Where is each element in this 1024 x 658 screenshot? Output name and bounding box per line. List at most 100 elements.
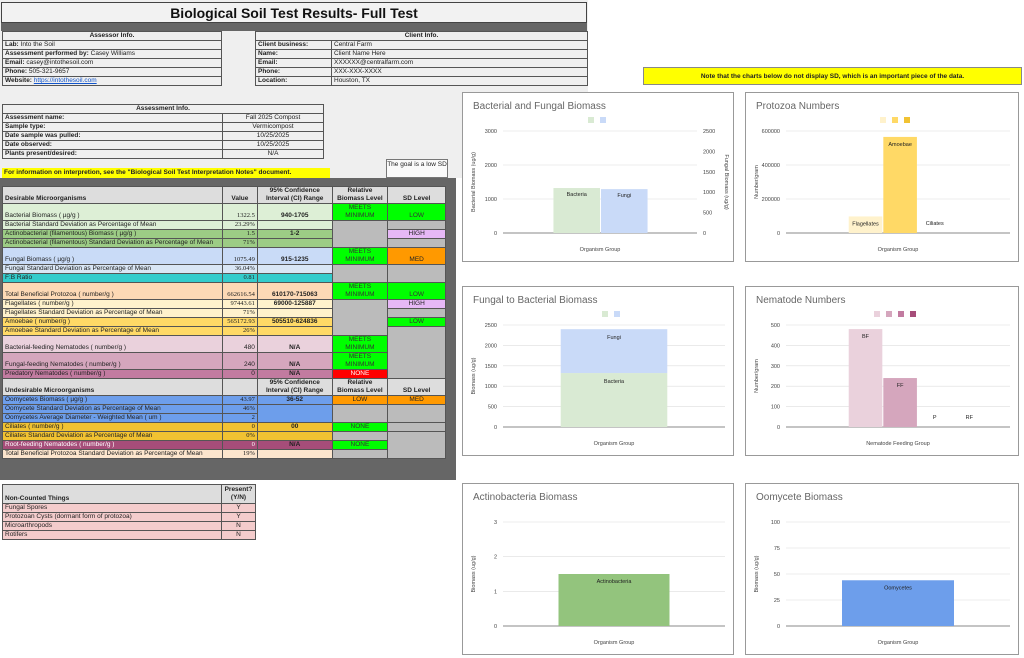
svg-text:Organism Group: Organism Group	[580, 247, 621, 253]
row-value: Y	[221, 512, 256, 522]
svg-text:25: 25	[774, 598, 780, 604]
svg-text:Bacteria: Bacteria	[604, 379, 625, 385]
row-label: F:B Ratio	[2, 273, 223, 283]
row-ci: 69000-125887	[256, 299, 333, 309]
row-value: 23.29%	[221, 220, 258, 230]
table-row: Fungal Spores Y	[2, 503, 256, 513]
assessment-label: Date sample was pulled:	[2, 131, 223, 141]
svg-text:500: 500	[488, 405, 497, 411]
level-badge: MEETS MINIMUM	[331, 282, 389, 300]
divider-bar	[1, 23, 587, 31]
client-phone: XXX-XXX-XXXX	[331, 67, 588, 77]
svg-text:100: 100	[771, 520, 780, 526]
row-value: 0.81	[221, 273, 258, 283]
assessment-name: Fall 2025 Compost	[222, 113, 324, 123]
table-row: Bacterial Standard Deviation as Percenta…	[2, 220, 446, 248]
svg-text:Number/gram: Number/gram	[754, 165, 760, 199]
row-value: 71%	[221, 238, 258, 248]
plants-present: N/A	[222, 149, 324, 159]
sd-badge: MED	[387, 395, 446, 405]
chart-title: Fungal to Bacterial Biomass	[473, 295, 598, 306]
chart-protozoa-numbers: Protozoa Numbers 0 200000 400000 600000 Numbe…	[745, 92, 1019, 262]
table-row: Bacterial Biomass ( µg/g ) 1322.5 940-1705…	[2, 203, 446, 221]
row-label: Oomycetes Biomass ( µg/g )	[2, 395, 223, 405]
assessor-label: Phone:	[5, 68, 28, 76]
page-title: Biological Soil Test Results- Full Test	[1, 2, 587, 23]
svg-text:2000: 2000	[485, 163, 497, 169]
assessment-label: Sample type:	[2, 122, 223, 132]
table-row: Oomycetes Biomass ( µg/g ) 43.97 36-52 LOW M…	[2, 395, 446, 405]
client-location: Houston, TX	[331, 76, 588, 86]
svg-text:Organism Group: Organism Group	[878, 640, 919, 646]
row-ci: N/A	[256, 369, 333, 379]
svg-text:Biomass (ug/g): Biomass (ug/g)	[754, 555, 760, 592]
chart-title: Actinobacteria Biomass	[473, 492, 578, 503]
row-value: 480	[221, 335, 258, 353]
svg-text:0: 0	[703, 231, 706, 237]
svg-text:Bacteria: Bacteria	[567, 192, 588, 198]
row-value: 1322.5	[221, 203, 258, 221]
date-pulled: 10/25/2025	[222, 131, 324, 141]
client-label: Name:	[255, 49, 332, 59]
assessment-header: Assessment Info.	[2, 104, 324, 114]
goal-note: The goal is a low SD	[386, 159, 448, 178]
row-ci: 1-2	[256, 229, 333, 239]
row-label: Predatory Nematodes ( number/g )	[2, 369, 223, 379]
level-badge: MEETS MINIMUM	[331, 352, 389, 370]
interpretation-note: For information on interpretion, see the…	[2, 168, 330, 178]
svg-text:1000: 1000	[703, 190, 715, 196]
assessor-label: Lab:	[5, 41, 19, 49]
svg-text:500: 500	[771, 323, 780, 329]
row-value: N	[221, 530, 256, 540]
svg-text:1: 1	[494, 589, 497, 595]
assessor-info-table: Assessor Info. Lab: Into the Soil Assess…	[2, 31, 222, 86]
row-label: Bacterial Biomass ( µg/g )	[2, 203, 223, 221]
svg-text:0: 0	[494, 624, 497, 630]
assessment-label: Plants present/desired:	[2, 149, 223, 159]
assessor-label: Email:	[5, 59, 25, 67]
svg-text:Organism Group: Organism Group	[594, 640, 635, 646]
level-badge: NONE	[331, 440, 389, 450]
svg-text:RF: RF	[966, 415, 974, 421]
chart-title: Bacterial and Fungal Biomass	[473, 101, 606, 112]
row-value: Y	[221, 503, 256, 513]
row-label: Oomycete Standard Deviation as Percentag…	[2, 404, 223, 414]
svg-text:0: 0	[777, 624, 780, 630]
row-value: 26%	[221, 326, 258, 336]
row-value: N	[221, 521, 256, 531]
client-label: Client business:	[255, 40, 332, 50]
assessor-header: Assessor Info.	[2, 31, 222, 41]
col-header: Relative Biomass Level	[331, 378, 389, 396]
website-link[interactable]: https://intothesoil.com	[33, 77, 97, 85]
row-label: Bacterial Standard Deviation as Percenta…	[2, 220, 223, 230]
client-header: Client Info.	[255, 31, 588, 41]
table-row: Fungal-feeding Nematodes ( number/g ) 240…	[2, 352, 446, 370]
table-row: Predatory Nematodes ( number/g ) 0 N/A NONE	[2, 369, 446, 379]
table-row: Fungal Standard Deviation as Percentage …	[2, 264, 446, 283]
col-header: 95% Confidence Interval (CI) Range	[256, 378, 333, 396]
svg-text:P: P	[933, 415, 937, 421]
svg-text:0: 0	[494, 425, 497, 431]
svg-text:Organism Group: Organism Group	[878, 247, 919, 253]
row-label: Actinobacterial (filamentous) Biomass ( …	[2, 229, 223, 239]
sd-badge: HIGH	[387, 299, 446, 309]
client-name: Client Name Here	[331, 49, 588, 59]
svg-text:200000: 200000	[762, 197, 780, 203]
svg-text:Nematode Feeding Group: Nematode Feeding Group	[866, 441, 930, 447]
assessment-label: Date observed:	[2, 140, 223, 150]
table-row: Root-feeding Nematodes ( number/g ) 0 N/A N…	[2, 440, 446, 450]
row-label: Bacterial-feeding Nematodes ( number/g )	[2, 335, 223, 353]
sd-badge: LOW	[387, 282, 446, 300]
row-label: Fungal Standard Deviation as Percentage …	[2, 264, 223, 274]
svg-text:50: 50	[774, 572, 780, 578]
svg-text:Oomycetes: Oomycetes	[884, 585, 912, 591]
row-label: Actinobacterial (filamentous) Standard D…	[2, 238, 223, 248]
table-row: Ciliates ( number/g ) 0 00 NONE	[2, 422, 446, 432]
row-value: 2	[221, 413, 258, 423]
row-value: 240	[221, 352, 258, 370]
row-label: Rotifers	[2, 530, 222, 540]
svg-text:2500: 2500	[485, 323, 497, 329]
sd-badge: HIGH	[387, 229, 446, 239]
assessor-phone: 505-321-9657	[28, 68, 70, 76]
svg-text:Organism Group: Organism Group	[594, 441, 635, 447]
